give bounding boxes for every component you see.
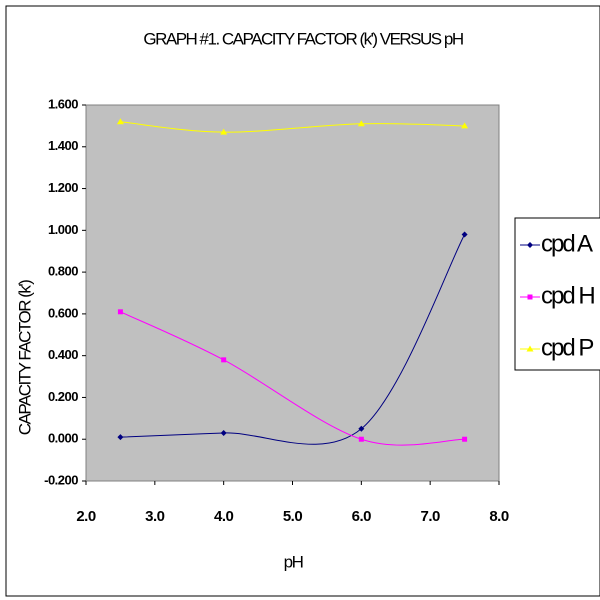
- x-tick-label: 8.0: [489, 508, 509, 525]
- marker: [527, 242, 533, 248]
- marker: [358, 436, 364, 442]
- series-line: [120, 311, 465, 446]
- marker: [117, 309, 123, 315]
- marker: [221, 357, 227, 363]
- x-tick-label: 6.0: [352, 508, 372, 525]
- y-tick-label: 1.200: [48, 180, 78, 195]
- chart-title: GRAPH #1. CAPACITY FACTOR (k') VERSUS pH: [143, 29, 462, 48]
- marker: [220, 128, 228, 135]
- marker: [117, 434, 124, 441]
- x-tick-label: 7.0: [420, 508, 440, 525]
- y-tick-label: 1.400: [48, 138, 78, 153]
- y-tick-label: 0.600: [48, 305, 78, 320]
- marker: [462, 436, 468, 442]
- marker: [116, 118, 124, 125]
- legend-label: cpd P: [541, 334, 593, 361]
- y-axis-label: CAPACITY FACTOR (k'): [15, 280, 34, 435]
- series-line: [120, 121, 465, 133]
- y-tick-label: 1.000: [48, 222, 78, 237]
- plot-area: [85, 104, 500, 482]
- legend-label: cpd H: [541, 282, 594, 309]
- marker: [220, 429, 227, 436]
- x-tick-label: 5.0: [283, 508, 303, 525]
- y-tick-label: 0.800: [48, 264, 78, 279]
- legend-label: cpd A: [541, 230, 593, 257]
- x-tick-label: 2.0: [76, 508, 96, 525]
- x-axis-label: pH: [284, 552, 303, 571]
- y-tick-label: -0.200: [44, 472, 78, 487]
- x-tick-label: 3.0: [145, 508, 165, 525]
- y-tick-label: 0.200: [48, 389, 78, 404]
- marker: [358, 425, 365, 432]
- y-tick-label: 0.000: [48, 431, 78, 446]
- marker: [527, 294, 533, 300]
- marker: [526, 345, 534, 352]
- marker: [461, 122, 469, 129]
- y-tick-label: 1.600: [48, 96, 78, 111]
- marker: [357, 120, 365, 127]
- series-line: [120, 234, 466, 445]
- x-tick-label: 4.0: [214, 508, 234, 525]
- y-tick-label: 0.400: [48, 347, 78, 362]
- marker: [461, 231, 468, 238]
